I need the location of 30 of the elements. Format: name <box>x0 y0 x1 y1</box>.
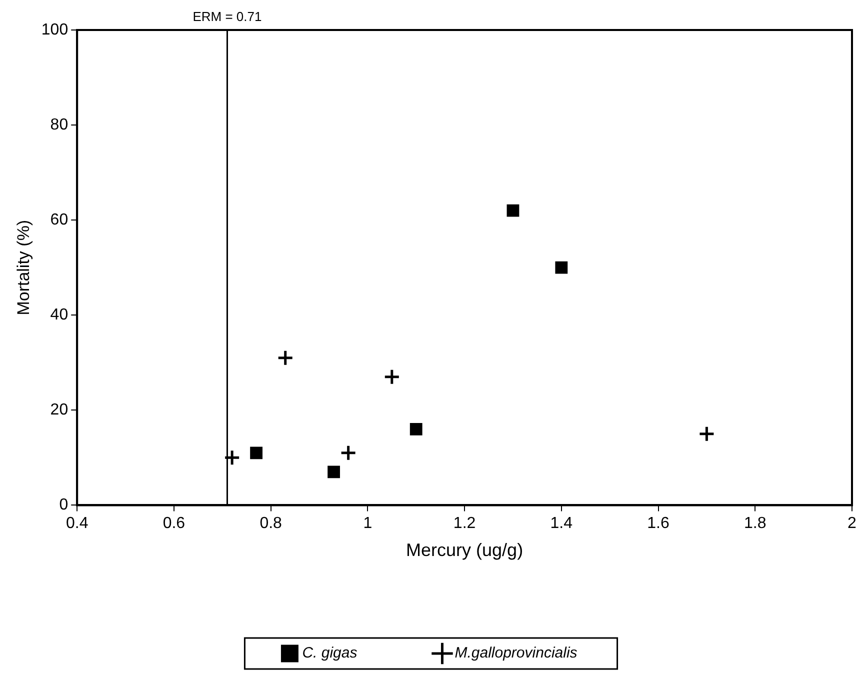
y-tick-label: 0 <box>59 496 68 514</box>
x-tick-label: 1.2 <box>453 515 476 532</box>
point <box>250 446 262 460</box>
y-tick-label: 40 <box>50 306 68 324</box>
y-tick-label: 20 <box>50 402 68 419</box>
ref-line-label: ERM = 0.71 <box>192 9 262 24</box>
y-axis-title: Mortality (%) <box>14 220 33 316</box>
point <box>224 449 240 466</box>
x-tick-label: 0.8 <box>260 515 282 532</box>
point <box>555 261 568 274</box>
x-tick-label: 1.6 <box>647 515 670 532</box>
y-tick-label: 60 <box>50 211 68 228</box>
x-tick-label: 2 <box>848 515 857 532</box>
x-tick-label: 0.4 <box>66 515 88 532</box>
x-tick-label: 1.8 <box>744 515 766 532</box>
y-tick-label: 80 <box>50 116 68 134</box>
x-tick-label: 1 <box>363 515 372 532</box>
legend-label: M.galloprovincialis <box>454 644 578 662</box>
y-tick-label: 100 <box>41 21 68 38</box>
point <box>410 422 422 436</box>
x-tick-label: 0.6 <box>162 515 186 532</box>
x-axis-title: Mercury (ug/g) <box>406 540 524 560</box>
point <box>384 368 400 386</box>
point <box>698 426 715 442</box>
point <box>340 444 357 462</box>
point <box>328 466 340 478</box>
x-tick-label: 1.4 <box>550 515 573 532</box>
point <box>277 350 294 366</box>
point <box>506 204 520 217</box>
legend-label: C. gigas <box>302 644 358 662</box>
